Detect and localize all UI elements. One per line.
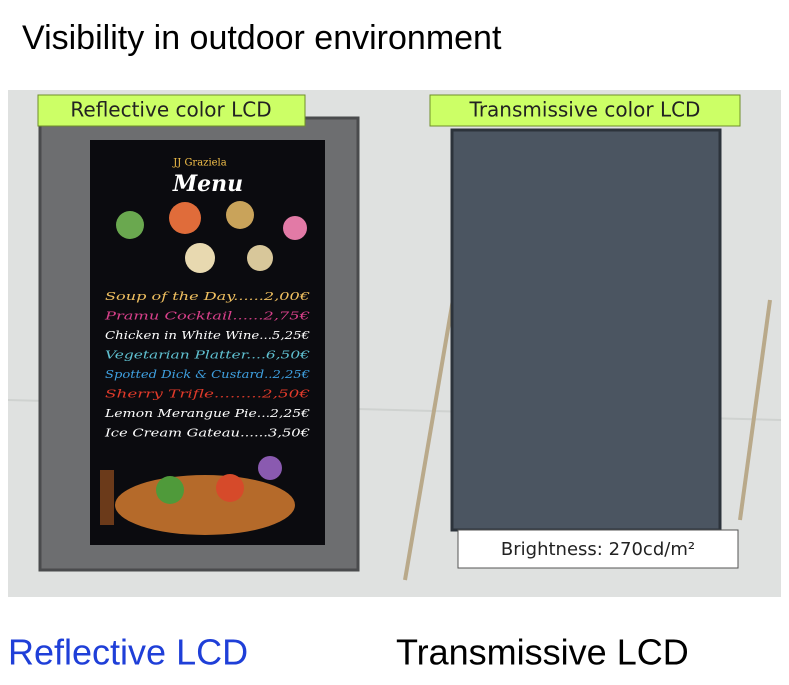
menu-header: Menu	[172, 171, 243, 197]
menu-item: Lemon Merangue Pie...2,25€	[104, 407, 310, 420]
food-icon	[226, 201, 254, 229]
slide: Visibility in outdoor environment JJ Gra…	[0, 0, 789, 680]
menu-item: Chicken in White Wine...5,25€	[105, 329, 310, 342]
menu-item: Soup of the Day......2,00€	[105, 290, 310, 303]
food-icon	[185, 243, 215, 273]
menu-banner: JJ Graziela	[172, 158, 227, 169]
left-label: Reflective color LCD	[70, 98, 271, 122]
menu-item: Spotted Dick & Custard..2,25€	[105, 368, 310, 381]
food-icon	[216, 474, 244, 502]
brightness-label: Brightness: 270cd/m²	[501, 539, 695, 560]
food-icon	[258, 456, 282, 480]
menu-item: Ice Cream Gateau......3,50€	[104, 427, 310, 440]
transmissive-screen	[452, 130, 720, 530]
food-icon	[169, 202, 201, 234]
bottle	[100, 470, 114, 525]
food-icon	[156, 476, 184, 504]
menu-item: Sherry Trifle.........2,50€	[105, 388, 310, 401]
menu-item: Vegetarian Platter....6,50€	[105, 349, 310, 362]
food-basket	[115, 475, 295, 535]
photo: JJ Graziela Menu Soup of the Day......2,…	[8, 90, 781, 597]
food-icon	[247, 245, 273, 271]
caption-right: Transmissive LCD	[396, 632, 689, 673]
food-icon	[283, 216, 307, 240]
caption-left: Reflective LCD	[8, 632, 248, 673]
menu-item: Pramu Cocktail......2,75€	[104, 310, 310, 323]
right-label: Transmissive color LCD	[469, 98, 701, 122]
food-icon	[116, 211, 144, 239]
slide-title: Visibility in outdoor environment	[22, 19, 502, 57]
